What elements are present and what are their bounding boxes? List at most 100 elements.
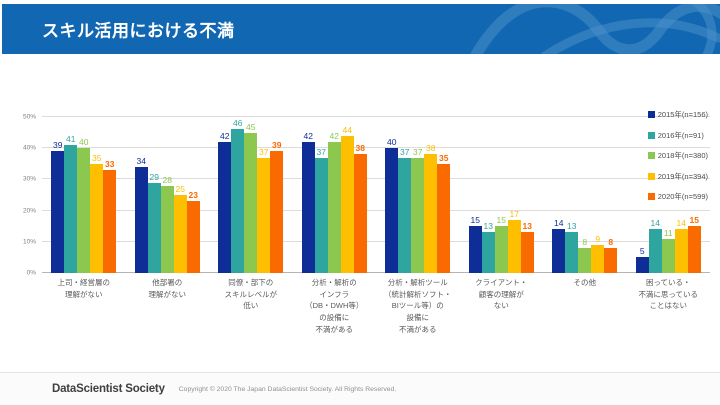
bar (327, 141, 341, 273)
bar-cell: 25 (173, 117, 187, 273)
bar-value-label: 23 (188, 190, 198, 201)
bar (186, 201, 200, 273)
x-axis-label: その他 (573, 278, 597, 287)
slide-title: スキル活用における不満 (42, 21, 235, 41)
bar-cell: 15 (687, 117, 701, 273)
bar-value-label: 25 (175, 184, 185, 194)
bar-value-label: 37 (413, 146, 423, 157)
bar-value-label: 29 (149, 171, 159, 182)
bar (244, 132, 258, 273)
bar-value-label: 38 (355, 143, 365, 154)
y-axis-tick-label: 30% (22, 175, 36, 183)
legend-label: 2015年(n=156) (657, 110, 708, 119)
bar-value-label: 34 (136, 155, 146, 166)
bar-value-label: 38 (426, 143, 436, 154)
bar-cell: 37 (398, 117, 412, 273)
bar-value-label: 35 (92, 152, 102, 163)
bar-value-label: 46 (233, 118, 243, 129)
bar-cell: 45 (244, 117, 258, 273)
legend-swatch (647, 172, 655, 180)
bar (64, 145, 78, 273)
gridline (42, 272, 710, 273)
bar (687, 226, 701, 273)
bar-cell: 11 (661, 117, 675, 273)
bar-cell: 15 (494, 117, 508, 273)
bar-value-label: 42 (329, 130, 339, 141)
bar (591, 244, 605, 273)
bar-cell: 17 (507, 117, 521, 273)
bar-cell: 39 (51, 117, 65, 273)
bar-cell: 8 (578, 117, 592, 273)
bar-cell: 14 (674, 117, 688, 273)
bar (494, 226, 508, 273)
chart-legend: 2015年(n=156) 2016年(n=91) 2018年(n=380) 2019年… (647, 109, 708, 212)
y-axis-tick-label: 0% (26, 269, 36, 277)
bar-value-label: 45 (246, 121, 256, 132)
bar (481, 232, 495, 273)
bar (270, 151, 284, 273)
bar-cell: 8 (604, 117, 618, 273)
bar-value-label: 17 (509, 208, 519, 219)
legend-label: 2016年(n=91) (657, 130, 704, 140)
gridline (42, 240, 710, 242)
bar-value-label: 13 (567, 221, 577, 232)
y-axis-tick-label: 20% (22, 207, 36, 215)
bar (103, 170, 117, 273)
bar (424, 154, 438, 273)
footer-copyright: Copyright © 2020 The Japan DataScientist… (178, 385, 397, 393)
legend-item: 2016年(n=91) (647, 130, 708, 141)
bar (674, 229, 688, 273)
gridline (42, 178, 710, 180)
bar-cell: 29 (147, 117, 161, 273)
y-axis-tick-label: 40% (22, 144, 36, 152)
legend-label: 2020年(n=599) (657, 192, 708, 201)
bar-value-label: 13 (522, 221, 532, 232)
bar-cell: 44 (340, 117, 354, 273)
bar (661, 238, 675, 273)
bar-cell: 13 (520, 117, 534, 273)
bar-cell: 34 (134, 117, 148, 273)
bar (552, 229, 566, 273)
gridline (42, 116, 710, 117)
bar-value-label: 11 (663, 227, 673, 238)
bar-cell: 14 (552, 117, 566, 273)
footer-logo: DataScientist Society (52, 383, 165, 395)
bar-group: 42 46 45 37 39 (209, 117, 293, 273)
bar-value-label: 8 (582, 237, 588, 248)
bar-cell: 33 (103, 117, 117, 273)
bar-cell: 5 (635, 117, 649, 273)
bar-value-label: 33 (105, 159, 115, 170)
bar-value-label: 39 (272, 140, 282, 151)
bar-cell: 42 (301, 117, 315, 273)
bar (51, 151, 65, 273)
bar-cell: 28 (160, 117, 174, 273)
bar (134, 166, 148, 273)
plot-area: 0% 10% 20% 30% 40% 50% 39 41 40 35 33 34 29 28 25 23 42… (23, 110, 711, 277)
bar-group: 42 37 42 44 38 (293, 117, 377, 273)
bar-value-label: 40 (79, 137, 89, 148)
bar-group: 15 13 15 17 13 (460, 117, 544, 273)
bar-value-label: 14 (676, 218, 686, 229)
legend-swatch (647, 193, 655, 200)
bar-group: 34 29 28 25 23 (126, 117, 210, 273)
bar-cell: 37 (411, 117, 425, 273)
footer: DataScientist Society Copyright © 2020 T… (0, 372, 720, 405)
x-axis-label: 分析・解析ツール （統計解析ソフト・ BIツール等）の 設備に 不満がある (384, 278, 452, 334)
bar-group: 5 14 11 14 15 (627, 117, 711, 273)
bar-value-label: 35 (439, 152, 449, 163)
bar-value-label: 37 (316, 146, 326, 157)
bar (160, 185, 174, 273)
bar-group: 39 41 40 35 33 (42, 117, 126, 273)
bar-cell: 23 (186, 117, 200, 273)
bar-cell: 35 (90, 117, 104, 273)
bar-cell: 41 (64, 117, 78, 273)
y-axis-tick-label: 50% (22, 113, 36, 121)
bar (353, 154, 367, 273)
bar-value-label: 8 (608, 237, 614, 248)
x-axis-label: 同僚・部下の スキルレベルが 低い (224, 278, 278, 311)
bar-group: 14 13 8 9 8 (543, 117, 627, 273)
bar (90, 163, 104, 273)
bar-cell: 38 (353, 117, 367, 273)
legend-label: 2018年(n=380) (657, 151, 708, 160)
bar-cell: 42 (327, 117, 341, 273)
